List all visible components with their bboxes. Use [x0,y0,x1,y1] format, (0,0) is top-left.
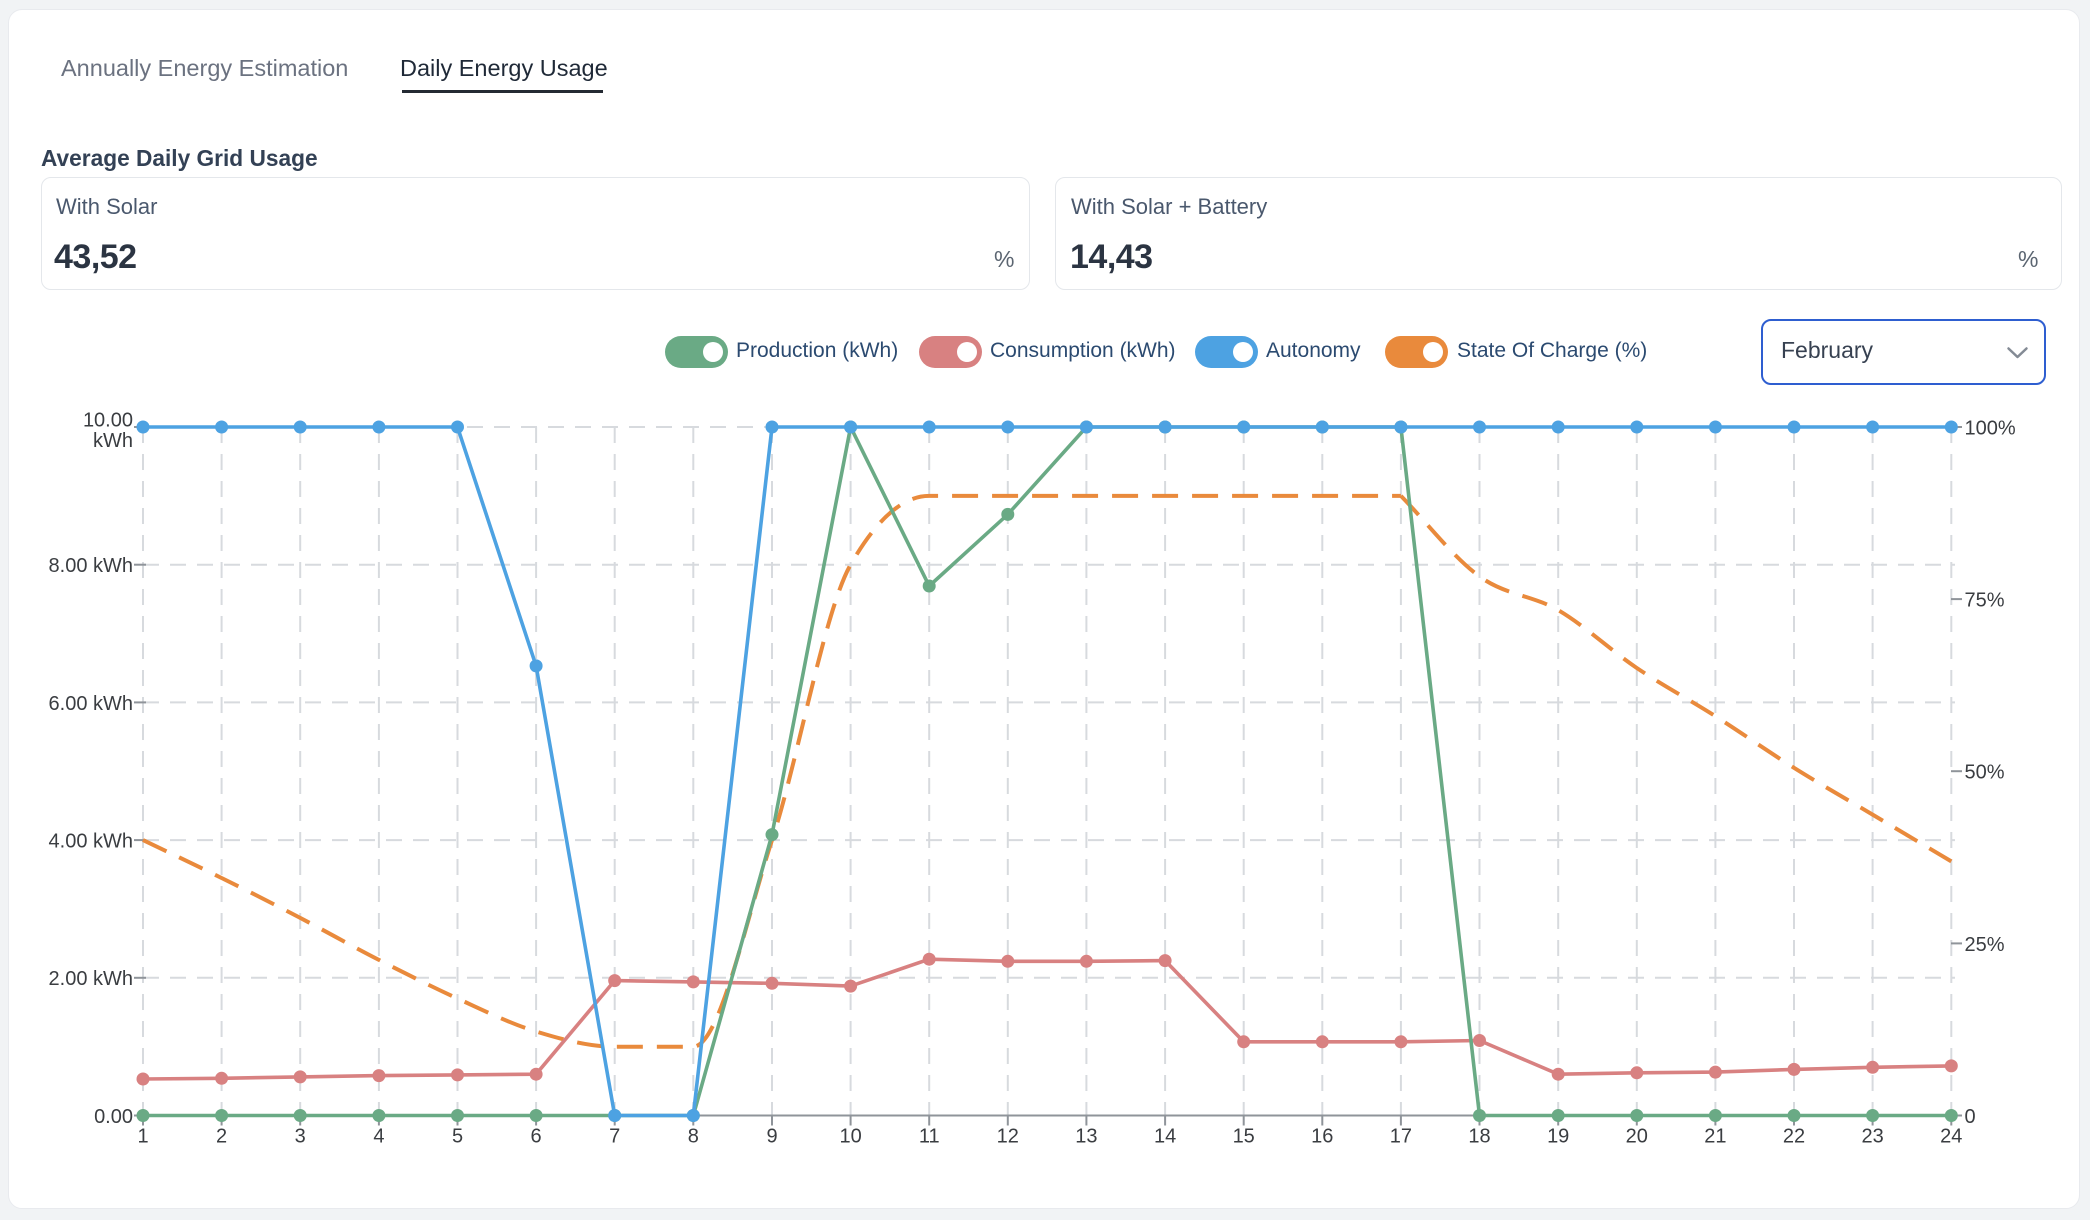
svg-text:13: 13 [1075,1126,1097,1148]
svg-text:100%: 100% [1965,417,2016,439]
svg-text:0.00: 0.00 [94,1106,133,1128]
svg-text:1: 1 [137,1126,148,1148]
svg-text:25%: 25% [1965,934,2005,956]
svg-text:5: 5 [452,1126,463,1148]
svg-text:2: 2 [216,1126,227,1148]
svg-text:3: 3 [295,1126,306,1148]
svg-text:14: 14 [1154,1126,1176,1148]
svg-text:23: 23 [1861,1126,1883,1148]
svg-text:9: 9 [766,1126,777,1148]
svg-text:16: 16 [1311,1126,1333,1148]
svg-text:15: 15 [1233,1126,1255,1148]
svg-text:7: 7 [609,1126,620,1148]
svg-text:10: 10 [839,1126,861,1148]
svg-text:18: 18 [1468,1126,1490,1148]
svg-text:kWh: kWh [93,430,133,452]
svg-text:24: 24 [1940,1126,1962,1148]
svg-text:2.00 kWh: 2.00 kWh [49,968,133,990]
svg-text:4: 4 [373,1126,384,1148]
svg-text:20: 20 [1626,1126,1648,1148]
svg-text:22: 22 [1783,1126,1805,1148]
svg-text:50%: 50% [1965,762,2005,784]
svg-text:75%: 75% [1965,590,2005,612]
svg-text:8: 8 [688,1126,699,1148]
svg-text:10.00: 10.00 [83,410,133,432]
svg-text:4.00 kWh: 4.00 kWh [49,831,133,853]
svg-text:0: 0 [1965,1106,1976,1128]
svg-text:8.00 kWh: 8.00 kWh [49,555,133,577]
svg-text:17: 17 [1390,1126,1412,1148]
svg-text:12: 12 [997,1126,1019,1148]
svg-text:6.00 kWh: 6.00 kWh [49,693,133,715]
svg-text:11: 11 [919,1126,940,1148]
svg-text:19: 19 [1547,1126,1569,1148]
svg-text:21: 21 [1704,1126,1726,1148]
svg-text:6: 6 [531,1126,542,1148]
